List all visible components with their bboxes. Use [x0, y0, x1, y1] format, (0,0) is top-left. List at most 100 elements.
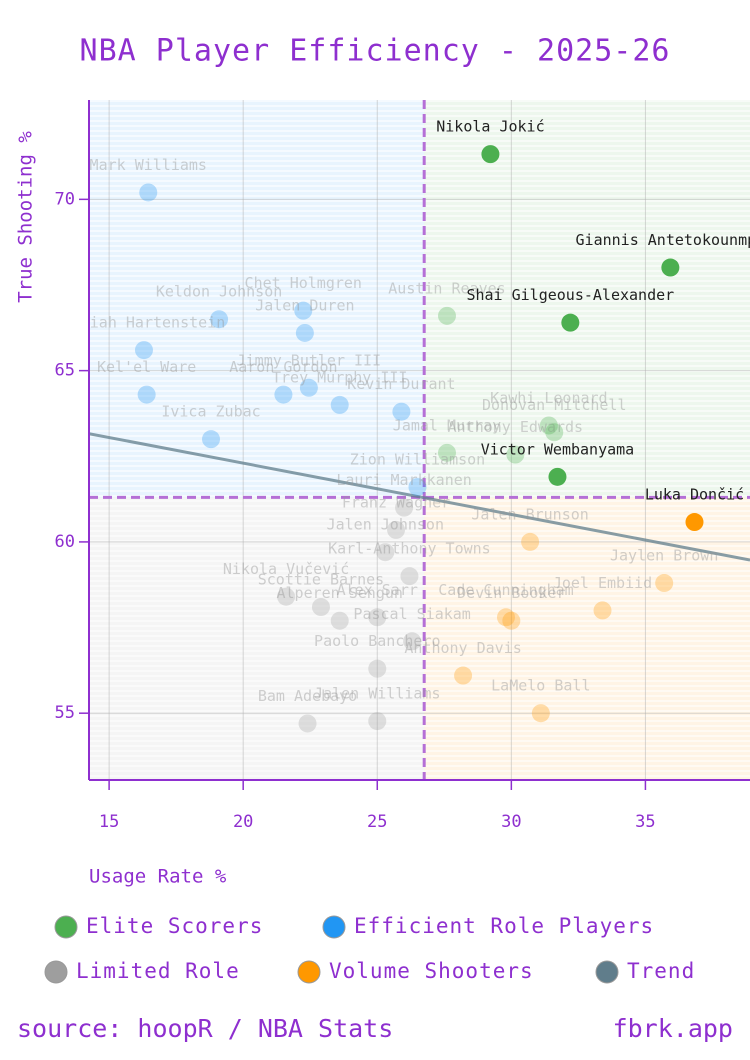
data-point — [403, 632, 422, 651]
point-label: Nikola Jokić — [436, 118, 544, 136]
point-label: Mark Williams — [90, 156, 207, 174]
data-point — [376, 543, 395, 562]
source: source: hoopR / NBA Stats — [17, 1014, 393, 1043]
x-tick-label: 25 — [367, 812, 387, 832]
quadrant-stripes — [89, 497, 425, 780]
x-axis-label: Usage Rate % — [89, 866, 227, 888]
point-label: Luka Dončić — [645, 486, 744, 504]
point-label: Jalen Johnson — [327, 516, 444, 534]
data-point — [330, 395, 349, 414]
y-tick-label: 55 — [55, 703, 75, 723]
point-label: Jamal Murray — [393, 416, 501, 434]
y-tick-label: 70 — [55, 189, 75, 209]
point-label: Donovan Mitchell — [482, 396, 627, 414]
x-tick-label: 15 — [99, 812, 119, 832]
quadrant-stripes — [424, 497, 750, 780]
point-label: Franz Wagner — [342, 493, 450, 511]
point-label: Cade Cunningham — [438, 581, 573, 599]
data-point — [561, 313, 580, 332]
data-point — [661, 258, 680, 277]
quadrant-stripes — [89, 100, 425, 498]
data-point — [368, 659, 387, 678]
data-point — [295, 323, 314, 342]
legend-label: Efficient Role Players — [354, 914, 654, 938]
data-point — [395, 498, 414, 517]
data-point — [392, 402, 411, 421]
point-label: Jimmy Butler III — [237, 351, 382, 369]
data-point — [134, 341, 153, 360]
point-label: Ivica Zubac — [161, 403, 260, 421]
quadrant-stripes — [424, 100, 750, 498]
point-label: Zion Williamson — [350, 451, 485, 469]
legend-swatch — [322, 915, 346, 939]
y-tick-label: 60 — [55, 532, 75, 552]
point-label: Lauri Markkanen — [336, 471, 471, 489]
data-point — [521, 532, 540, 551]
data-point — [454, 666, 473, 685]
data-point — [531, 704, 550, 723]
point-label: Victor Wembanyama — [481, 440, 635, 458]
x-tick-label: 20 — [233, 812, 253, 832]
point-label: Kel'el Ware — [97, 358, 196, 376]
point-label: Kevin Durant — [347, 375, 455, 393]
point-label: Nikola Vučević — [223, 560, 349, 578]
data-point — [137, 385, 156, 404]
data-point — [368, 712, 387, 731]
point-label: Kawhi Leonard — [490, 389, 607, 407]
point-label: Austin Reaves — [388, 279, 505, 297]
legend-label: Limited Role — [76, 959, 240, 983]
data-point — [294, 301, 313, 320]
point-label: Keldon Johnson — [156, 283, 282, 301]
site: fbrk.app — [613, 1014, 733, 1043]
x-tick-label: 30 — [501, 812, 521, 832]
x-tick-label: 35 — [635, 812, 655, 832]
data-point — [545, 423, 564, 442]
data-point — [311, 598, 330, 617]
trend-line — [89, 432, 750, 562]
point-label: Alex Sarr — [337, 581, 418, 599]
y-tick-label: 65 — [55, 361, 75, 381]
data-point — [387, 520, 406, 539]
point-label: Jaylen Brown — [610, 547, 718, 565]
data-point — [685, 513, 704, 532]
legend-label: Elite Scorers — [86, 914, 263, 938]
legend-swatch — [44, 960, 68, 984]
point-label: Jalen Duren — [255, 296, 354, 314]
point-label: Isaiah Hartenstein — [63, 314, 226, 332]
data-point — [496, 608, 515, 627]
data-point — [298, 714, 317, 733]
data-point — [502, 611, 521, 630]
data-point — [548, 467, 567, 486]
point-label: Pascal Siakam — [353, 605, 470, 623]
data-point — [437, 306, 456, 325]
data-point — [506, 445, 525, 464]
point-label: Aaron Gordon — [229, 358, 337, 376]
legend-label: Trend — [627, 959, 695, 983]
point-label: Shai Gilgeous-Alexander — [466, 286, 674, 304]
data-point — [299, 378, 318, 397]
data-point — [408, 478, 427, 497]
point-label: Jalen Brunson — [471, 505, 588, 523]
legend-label: Volume Shooters — [329, 959, 534, 983]
chart-title: NBA Player Efficiency - 2025-26 — [80, 34, 671, 69]
plot-area: Austin Reaves Kawhi Leonard Anthony Edward… — [63, 100, 750, 780]
point-label: Jalen Williams — [314, 685, 440, 703]
legend-swatch — [297, 960, 321, 984]
point-label: Chet Holmgren — [245, 274, 362, 292]
point-label: LaMelo Ball — [491, 677, 590, 695]
point-label: Anthony Edwards — [448, 418, 583, 436]
point-label: Trey Murphy III — [272, 368, 407, 386]
data-point — [274, 385, 293, 404]
y-axis-label: True Shooting % — [15, 131, 37, 303]
legend-swatch — [595, 960, 619, 984]
data-point — [481, 145, 500, 164]
point-label: Karl-Anthony Towns — [328, 540, 491, 558]
data-point — [593, 601, 612, 620]
data-point — [210, 310, 229, 329]
point-label: Giannis Antetokounmpo — [576, 231, 750, 249]
point-label: Joel Embiid — [553, 574, 652, 592]
point-label: Alperen Sengun — [277, 584, 403, 602]
data-point — [368, 608, 387, 627]
point-label: Devin Booker — [457, 584, 565, 602]
